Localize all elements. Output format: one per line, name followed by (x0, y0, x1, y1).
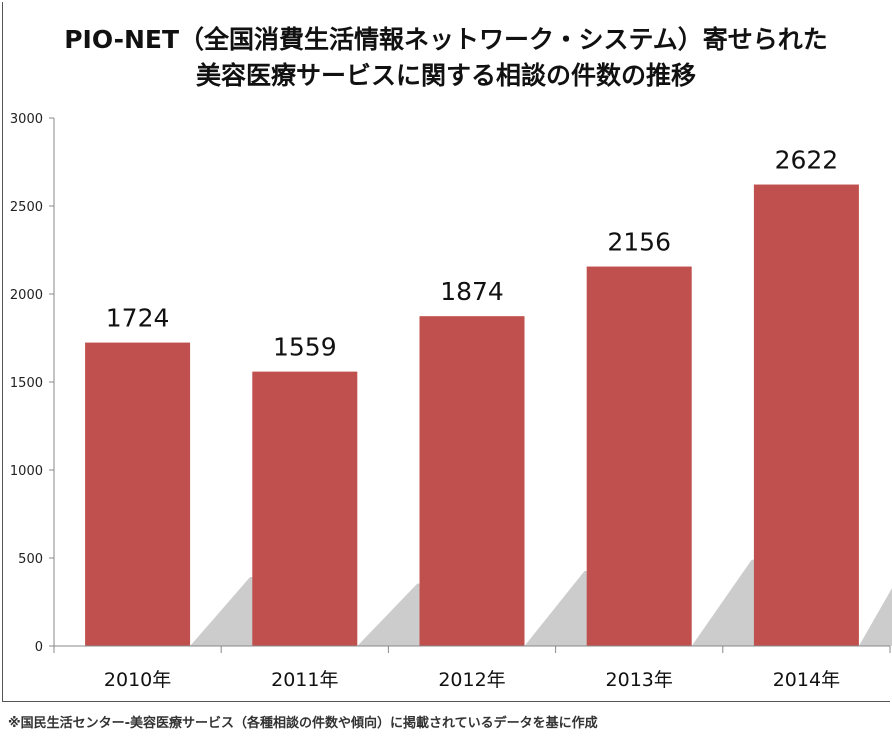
x-tick-label: 2010年 (104, 669, 171, 691)
chart-title-line-2: 美容医療サービスに関する相談の件数の推移 (195, 61, 696, 90)
y-tick-label: 2000 (10, 288, 43, 303)
y-tick-label: 2500 (10, 200, 43, 215)
bar (85, 342, 191, 646)
x-tick-label: 2013年 (606, 669, 673, 691)
data-label: 1559 (273, 333, 337, 362)
bar (252, 371, 358, 646)
chart-title-line-1: PIO-NET（全国消費生活情報ネットワーク・システム）寄せられた (64, 25, 828, 54)
y-tick-label: 0 (35, 640, 43, 655)
bar (419, 316, 525, 646)
bar-shadow (858, 588, 892, 646)
y-tick-label: 1000 (10, 464, 43, 479)
bar (753, 184, 859, 646)
x-tick-label: 2014年 (773, 669, 840, 691)
chart-frame (2, 2, 890, 702)
y-tick-label: 1500 (10, 376, 43, 391)
bar (586, 266, 692, 646)
footnote: ※国民生活センター-美容医療サービス（各種相談の件数や傾向）に掲載されているデー… (8, 716, 598, 731)
data-label: 1724 (106, 304, 170, 333)
x-tick-label: 2011年 (271, 669, 338, 691)
y-tick-label: 500 (18, 552, 43, 567)
data-label: 1874 (440, 277, 504, 306)
data-label: 2622 (775, 146, 839, 175)
x-tick-label: 2012年 (438, 669, 505, 691)
y-tick-label: 3000 (10, 112, 43, 127)
data-label: 2156 (607, 228, 671, 257)
